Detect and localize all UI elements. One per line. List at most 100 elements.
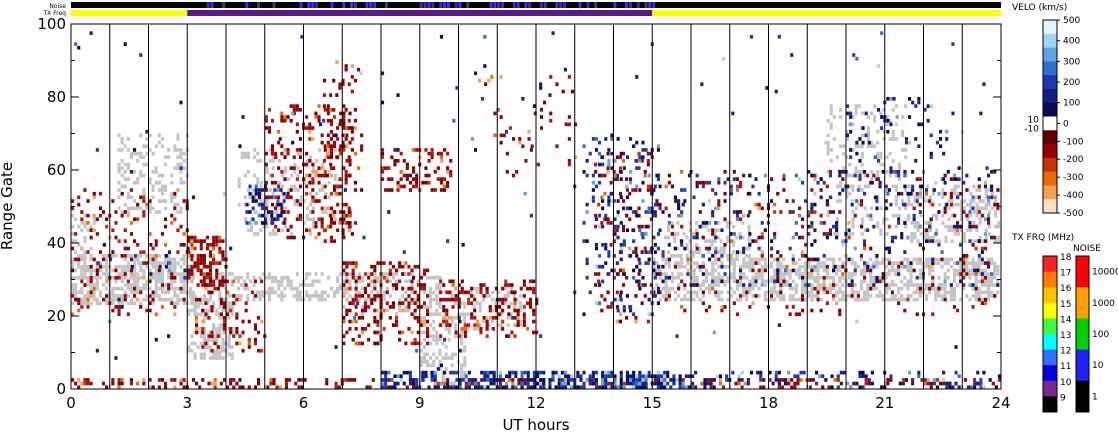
noise-strip-cell	[423, 2, 427, 8]
data-cell	[382, 308, 386, 313]
data-cell	[373, 283, 377, 287]
data-cell	[863, 246, 867, 251]
data-cell	[447, 330, 451, 335]
data-cell	[720, 261, 724, 265]
data-cell	[594, 246, 598, 251]
data-cell	[350, 126, 354, 130]
data-cell	[260, 279, 264, 284]
data-cell	[83, 250, 87, 254]
data-cell	[227, 334, 231, 338]
data-cell	[859, 257, 863, 262]
data-cell	[807, 294, 811, 298]
data-cell	[539, 381, 543, 386]
data-cell	[218, 235, 222, 240]
noise-strip-cell	[644, 2, 648, 8]
data-cell	[828, 232, 832, 236]
data-cell	[422, 359, 426, 364]
data-cell	[334, 381, 338, 386]
data-cell	[486, 374, 490, 379]
data-cell	[335, 191, 339, 196]
data-cell	[839, 184, 843, 189]
data-cell	[151, 290, 155, 295]
data-cell	[959, 275, 963, 280]
data-cell	[167, 297, 171, 302]
data-cell	[691, 232, 695, 236]
data-cell	[439, 177, 443, 181]
data-cell	[325, 378, 329, 382]
data-cell	[77, 275, 81, 280]
data-cell	[928, 202, 932, 207]
data-cell	[308, 294, 312, 298]
data-cell	[869, 275, 873, 280]
data-cell	[387, 378, 391, 382]
data-cell	[391, 301, 395, 306]
data-cell	[832, 232, 836, 236]
data-cell	[179, 264, 183, 269]
data-cell	[216, 286, 220, 291]
data-cell	[950, 239, 954, 243]
data-cell	[601, 224, 605, 229]
data-cell	[890, 264, 894, 269]
data-cell	[95, 217, 99, 222]
data-cell	[486, 378, 490, 382]
data-cell	[886, 381, 890, 386]
data-cell	[419, 305, 423, 309]
data-cell	[126, 177, 130, 181]
data-cell	[685, 254, 689, 258]
data-cell	[98, 261, 102, 265]
data-cell	[779, 279, 783, 284]
data-cell	[851, 122, 855, 127]
data-cell	[216, 345, 220, 349]
data-cell	[830, 385, 834, 390]
data-cell	[80, 221, 84, 225]
data-cell	[244, 283, 248, 287]
data-cell	[111, 286, 115, 291]
data-cell	[673, 290, 677, 295]
data-cell	[435, 308, 439, 313]
data-cell	[658, 268, 662, 273]
data-cell	[298, 217, 302, 222]
data-cell	[212, 352, 216, 357]
data-cell	[270, 213, 274, 218]
data-cell	[145, 294, 149, 298]
data-cell	[791, 261, 795, 265]
data-cell	[634, 294, 638, 298]
data-cell	[845, 129, 849, 134]
data-cell	[760, 268, 764, 273]
data-cell	[136, 151, 140, 156]
data-cell	[209, 356, 213, 360]
data-cell	[264, 180, 268, 185]
data-cell	[897, 301, 901, 306]
data-cell	[661, 286, 665, 291]
data-cell	[760, 235, 764, 240]
data-cell	[385, 272, 389, 276]
data-cell	[963, 232, 967, 236]
data-cell	[287, 177, 291, 181]
data-cell	[173, 286, 177, 291]
data-cell	[894, 268, 898, 273]
data-cell	[413, 341, 417, 346]
data-cell	[886, 378, 890, 382]
data-cell	[629, 378, 633, 382]
data-cell	[887, 297, 891, 302]
data-cell	[649, 151, 653, 156]
data-cell	[257, 378, 261, 382]
data-cell	[810, 283, 814, 287]
data-cell	[754, 239, 758, 243]
data-cell	[629, 305, 633, 309]
data-cell	[983, 297, 987, 302]
data-cell	[286, 115, 290, 119]
data-cell	[839, 144, 843, 149]
data-cell	[757, 257, 761, 262]
data-cell	[944, 235, 948, 240]
data-cell	[983, 180, 987, 185]
data-cell	[416, 264, 420, 269]
data-cell	[438, 359, 442, 364]
data-cell	[816, 275, 820, 280]
data-cell	[446, 180, 450, 185]
data-cell	[267, 294, 271, 298]
data-cell	[419, 348, 423, 353]
data-cell	[154, 210, 158, 214]
data-cell	[884, 297, 888, 302]
data-cell	[576, 370, 580, 375]
